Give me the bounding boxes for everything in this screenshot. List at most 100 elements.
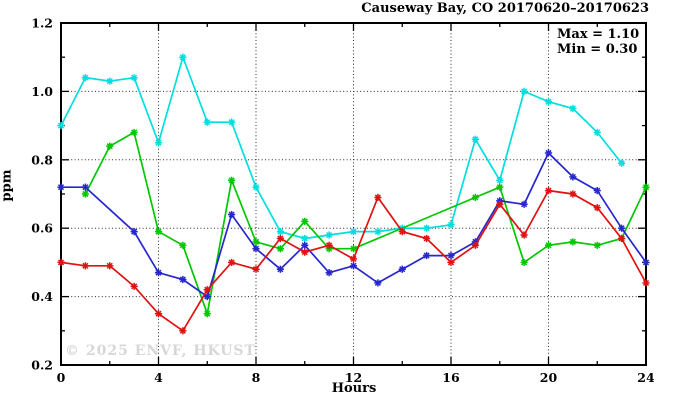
- red-series-marker: [179, 327, 187, 335]
- red-series-marker: [203, 286, 211, 294]
- min-label: Min = 0.30: [557, 42, 638, 57]
- tick-labels: 0 4 8 12 16 20 24 0.2 0.4 0.6 0.8 1.0 1.2: [31, 16, 655, 386]
- blue-series-marker: [569, 173, 577, 181]
- x-axis-title: Hours: [331, 381, 377, 396]
- cyan-series-marker: [154, 139, 163, 147]
- x-tick-label: 4: [154, 370, 163, 385]
- red-series-marker: [130, 282, 138, 290]
- green-series-marker: [154, 228, 163, 236]
- green-series-marker: [228, 176, 236, 184]
- red-series-marker: [423, 234, 431, 243]
- green-series-marker: [252, 238, 260, 246]
- cyan-series-marker: [593, 128, 601, 137]
- blue-series-marker: [57, 183, 65, 191]
- red-series-marker: [57, 258, 65, 266]
- blue-series-marker: [374, 279, 382, 287]
- cyan-series-marker: [349, 228, 358, 236]
- red-series-marker: [618, 234, 626, 243]
- blue-series-marker: [593, 186, 601, 195]
- red-series-marker: [301, 248, 309, 256]
- cyan-series-marker: [228, 118, 236, 126]
- red-series-marker: [520, 231, 528, 239]
- green-series-marker: [130, 128, 138, 137]
- green-series-marker: [544, 241, 553, 249]
- blue-series-marker: [325, 269, 333, 277]
- blue-series-marker: [423, 251, 431, 260]
- green-series-marker: [276, 245, 284, 253]
- max-label: Max = 1.10: [557, 27, 640, 42]
- red-series-marker: [398, 228, 406, 236]
- red-series-marker: [349, 255, 358, 263]
- cyan-series-marker: [471, 135, 479, 143]
- blue-series-line: [61, 151, 647, 298]
- green-series-marker: [569, 238, 577, 246]
- blue-series-marker: [130, 228, 138, 236]
- cyan-series: [57, 53, 626, 243]
- red-series: [57, 186, 650, 335]
- watermark: © 2025 ENVF, HKUST: [65, 343, 256, 359]
- x-tick-label: 12: [345, 370, 362, 385]
- axes-and-ticks: [60, 22, 647, 366]
- red-series-marker: [544, 186, 553, 195]
- y-tick-label: 0.6: [31, 221, 53, 236]
- blue-series-marker: [618, 224, 626, 232]
- cyan-series-marker: [179, 53, 187, 61]
- red-series-marker: [276, 234, 284, 243]
- cyan-series-marker: [520, 87, 528, 95]
- red-series-marker: [81, 262, 89, 270]
- red-series-marker: [447, 258, 455, 266]
- cyan-series-marker: [276, 228, 284, 236]
- green-series-marker: [593, 241, 601, 249]
- red-series-marker: [106, 262, 114, 270]
- cyan-series-marker: [374, 228, 382, 236]
- green-series-marker: [471, 193, 479, 202]
- blue-series-marker: [447, 251, 455, 260]
- green-series-marker: [349, 245, 358, 253]
- cyan-series-marker: [569, 104, 577, 113]
- red-series-marker: [471, 241, 479, 249]
- green-series-marker: [301, 217, 309, 225]
- red-series-marker: [569, 190, 577, 198]
- blue-series-marker: [642, 258, 650, 266]
- red-series-marker: [496, 200, 504, 208]
- x-tick-label: 16: [442, 370, 460, 385]
- red-series-marker: [642, 279, 650, 287]
- green-series-marker: [81, 190, 89, 198]
- red-series-marker: [374, 193, 382, 202]
- chart-title: Causeway Bay, CO 20170620–20170623: [361, 1, 649, 16]
- blue-series-marker: [520, 200, 528, 208]
- cyan-series-marker: [423, 224, 431, 232]
- cyan-series-marker: [325, 231, 333, 239]
- green-series-marker: [642, 183, 650, 191]
- x-tick-label: 20: [540, 370, 558, 385]
- blue-series-marker: [301, 241, 309, 249]
- green-series-marker: [106, 142, 114, 150]
- cyan-series-marker: [618, 159, 626, 167]
- green-series: [81, 128, 650, 318]
- red-series-marker: [593, 204, 601, 212]
- cyan-series-marker: [496, 176, 504, 184]
- green-series-marker: [520, 258, 528, 266]
- cyan-series-marker: [447, 221, 455, 229]
- x-tick-label: 24: [637, 370, 655, 385]
- y-axis-title: ppm: [0, 169, 15, 202]
- green-series-line: [84, 131, 647, 317]
- blue-series-marker: [349, 262, 358, 270]
- green-series-marker: [179, 241, 187, 249]
- y-tick-label: 0.4: [31, 289, 53, 304]
- blue-series-marker: [544, 149, 553, 157]
- cyan-series-marker: [203, 118, 211, 126]
- blue-series-marker: [252, 245, 260, 253]
- cyan-series-line: [60, 54, 623, 240]
- cyan-series-marker: [106, 77, 114, 85]
- y-tick-label: 0.2: [31, 358, 53, 373]
- cyan-series-marker: [130, 74, 138, 82]
- blue-series-marker: [203, 293, 211, 301]
- x-tick-label: 8: [252, 370, 261, 385]
- x-tick-label: 0: [57, 370, 66, 385]
- cyan-series-marker: [544, 98, 553, 106]
- blue-series-marker: [228, 210, 236, 219]
- red-series-marker: [252, 265, 260, 273]
